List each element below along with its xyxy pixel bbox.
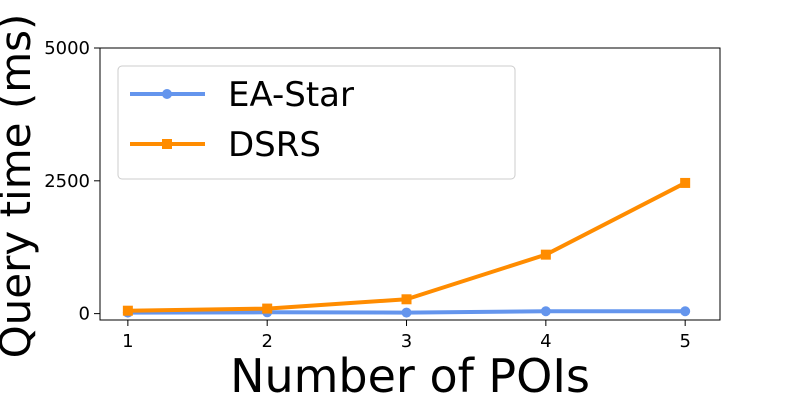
legend: EA-Star DSRS	[117, 65, 516, 180]
y-axis-ticks: 0 2500 5000	[44, 38, 100, 325]
x-tick-label: 5	[679, 331, 690, 352]
data-point	[262, 303, 273, 314]
legend-entry: EA-Star	[130, 75, 354, 115]
data-point	[401, 307, 412, 318]
plot-area-frame	[99, 47, 721, 321]
legend-box	[117, 65, 516, 180]
legend-label: EA-Star	[228, 75, 354, 115]
data-point	[680, 306, 691, 317]
series-line	[127, 181, 687, 313]
legend-entry: DSRS	[130, 125, 321, 165]
x-tick-label: 1	[122, 331, 133, 352]
y-tick-label: 2500	[44, 171, 90, 192]
x-axis-ticks: 1 2 3 4 5	[122, 320, 691, 352]
y-axis-title: Query time (ms)	[0, 14, 40, 359]
series-layer	[122, 177, 691, 318]
y-tick-label: 5000	[44, 38, 90, 59]
data-point	[540, 249, 551, 260]
legend-marker	[162, 89, 172, 99]
series-dsrs	[122, 177, 691, 316]
x-axis-title: Number of POIs	[230, 349, 590, 400]
legend-marker	[162, 139, 172, 149]
y-tick-label: 0	[79, 304, 90, 325]
x-tick-label: 4	[540, 331, 551, 352]
x-tick-label: 3	[401, 331, 412, 352]
data-point	[680, 177, 691, 188]
data-point	[540, 306, 551, 317]
x-tick-label: 2	[261, 331, 272, 352]
data-point	[401, 294, 412, 305]
data-point	[122, 305, 133, 316]
legend-label: DSRS	[228, 125, 321, 165]
